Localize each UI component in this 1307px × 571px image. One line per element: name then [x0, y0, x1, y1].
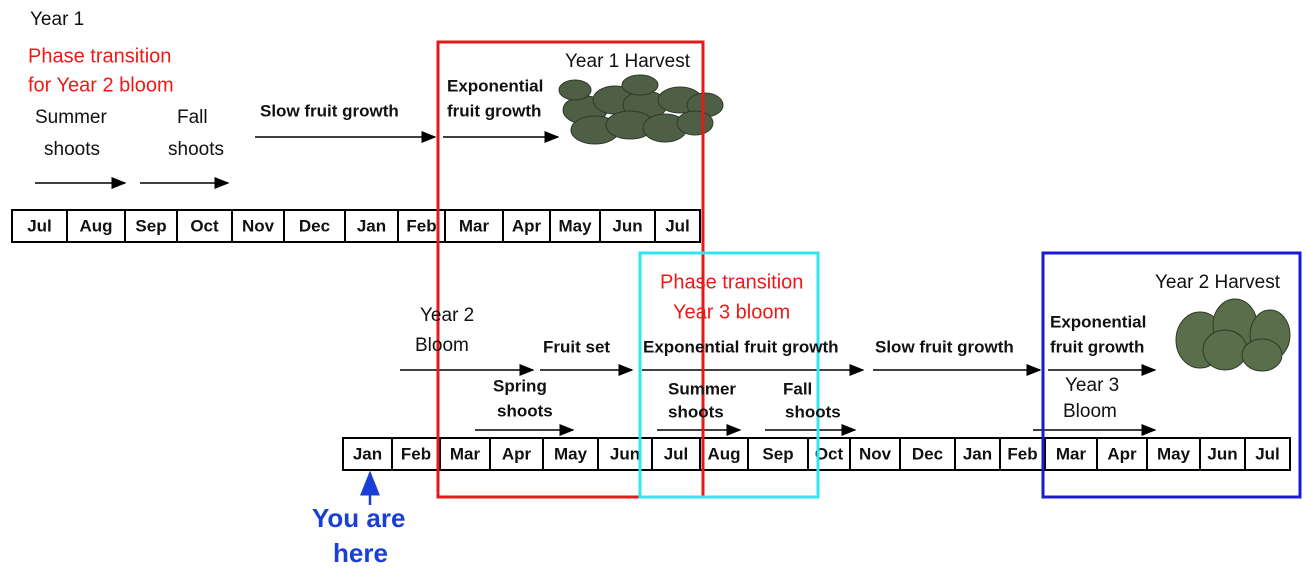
month-label: Jun	[1207, 444, 1237, 463]
phase-label: Year 3 bloom	[673, 301, 790, 323]
month-label: Feb	[1007, 444, 1037, 463]
label: Spring	[493, 376, 547, 395]
phase-label: Phase transition	[28, 45, 171, 67]
label: Exponential	[447, 76, 543, 95]
arrows	[35, 137, 1155, 430]
label: shoots	[668, 402, 724, 421]
label: Slow fruit growth	[875, 337, 1014, 356]
month-label: Apr	[512, 216, 542, 235]
month-label: Oct	[190, 216, 219, 235]
timeline: Jul Aug Sep Oct Nov Dec Jan Feb Mar Apr May Jun Jul	[12, 210, 700, 242]
month-label: Jan	[963, 444, 992, 463]
avocado-image	[1176, 299, 1290, 371]
month-label: Sep	[135, 216, 166, 235]
month-label: Feb	[401, 444, 431, 463]
month-label: Aug	[707, 444, 740, 463]
month-label: Apr	[1107, 444, 1137, 463]
month-label: Nov	[859, 444, 892, 463]
avocado-image	[559, 75, 723, 144]
month-label: Jun	[610, 444, 640, 463]
harvest-label: Year 2 Harvest	[1155, 272, 1281, 293]
month-label: Feb	[406, 216, 436, 235]
month-label: May	[554, 444, 588, 463]
month-label: Jan	[357, 216, 386, 235]
label: fruit growth	[447, 101, 541, 120]
label: Fall	[177, 107, 208, 128]
diagram: Year 1 Phase transition for Year 2 bloom…	[0, 0, 1307, 571]
label: shoots	[785, 402, 841, 421]
month-label: Nov	[242, 216, 275, 235]
month-label: Jul	[1255, 444, 1280, 463]
month-label: Dec	[299, 216, 330, 235]
month-label: May	[558, 216, 592, 235]
label: Exponential	[1050, 312, 1146, 331]
month-label: Mar	[450, 444, 481, 463]
year-label: Year 1	[30, 9, 84, 30]
marker-label: You are	[312, 503, 405, 533]
label: Year 3	[1065, 375, 1119, 396]
label: Exponential fruit growth	[643, 337, 839, 356]
month-label: Mar	[1056, 444, 1087, 463]
label: Bloom	[415, 335, 469, 356]
label: Bloom	[1063, 401, 1117, 422]
phase-label: for Year 2 bloom	[28, 74, 174, 96]
month-label: Jul	[27, 216, 52, 235]
month-label: Jul	[664, 444, 689, 463]
month-label: May	[1157, 444, 1191, 463]
month-label: Jul	[665, 216, 690, 235]
label: shoots	[44, 139, 100, 160]
month-label: Jan	[353, 444, 382, 463]
phase-label: Phase transition	[660, 271, 803, 293]
label: fruit growth	[1050, 337, 1144, 356]
label: Fruit set	[543, 337, 610, 356]
month-label: Aug	[79, 216, 112, 235]
harvest-label: Year 1 Harvest	[565, 51, 691, 72]
label: Summer	[35, 107, 107, 128]
month-label: Dec	[912, 444, 943, 463]
label: shoots	[168, 139, 224, 160]
month-label: Mar	[459, 216, 490, 235]
label: Slow fruit growth	[260, 101, 399, 120]
month-label: Sep	[762, 444, 793, 463]
label: Fall	[783, 379, 812, 398]
label: Summer	[668, 379, 736, 398]
month-label: Jun	[612, 216, 642, 235]
month-label: Apr	[502, 444, 532, 463]
label: Year 2	[420, 305, 474, 326]
label: shoots	[497, 401, 553, 420]
marker-label: here	[333, 538, 388, 568]
